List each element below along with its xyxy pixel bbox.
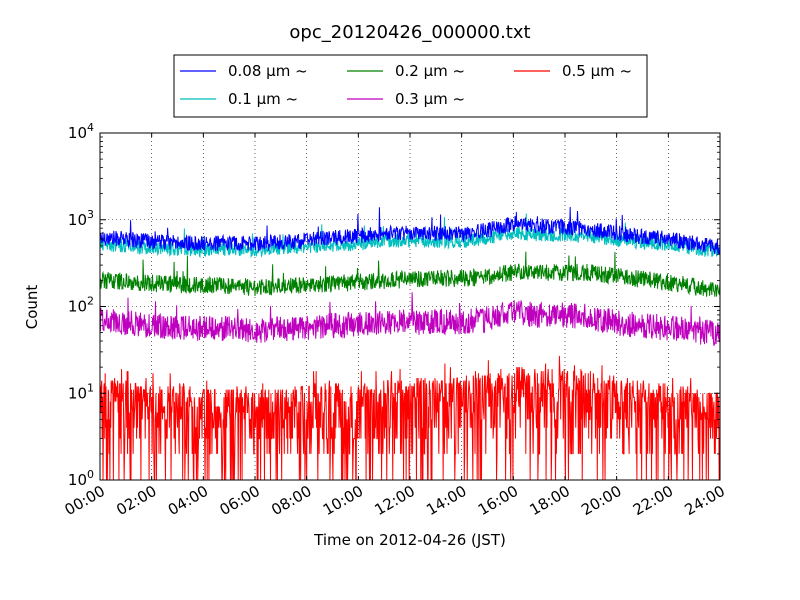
- y-tick-label: 104: [68, 121, 94, 142]
- y-axis-label: Count: [23, 285, 41, 330]
- legend-label: 0.08 μm ~: [228, 62, 308, 80]
- plot-area: [99, 206, 721, 481]
- legend-label: 0.2 μm ~: [395, 62, 465, 80]
- series-line: [99, 292, 721, 346]
- legend-label: 0.5 μm ~: [562, 62, 632, 80]
- x-axis-label: Time on 2012-04-26 (JST): [313, 531, 506, 549]
- legend-box: [173, 54, 648, 118]
- series-line: [99, 206, 721, 256]
- series-line: [99, 251, 721, 297]
- legend-label: 0.3 μm ~: [395, 90, 465, 108]
- y-tick-label: 100: [68, 468, 94, 489]
- legend: 0.08 μm ~ 0.1 μm ~ 0.2 μm ~ 0.3 μm ~ 0.5 μm …: [173, 54, 648, 118]
- legend-label: 0.1 μm ~: [228, 90, 298, 108]
- series-line: [99, 355, 721, 481]
- y-tick-label: 101: [68, 381, 94, 402]
- chart-title: opc_20120426_000000.txt: [289, 22, 530, 43]
- y-tick-label: 102: [68, 295, 94, 316]
- y-tick-label: 103: [68, 208, 94, 229]
